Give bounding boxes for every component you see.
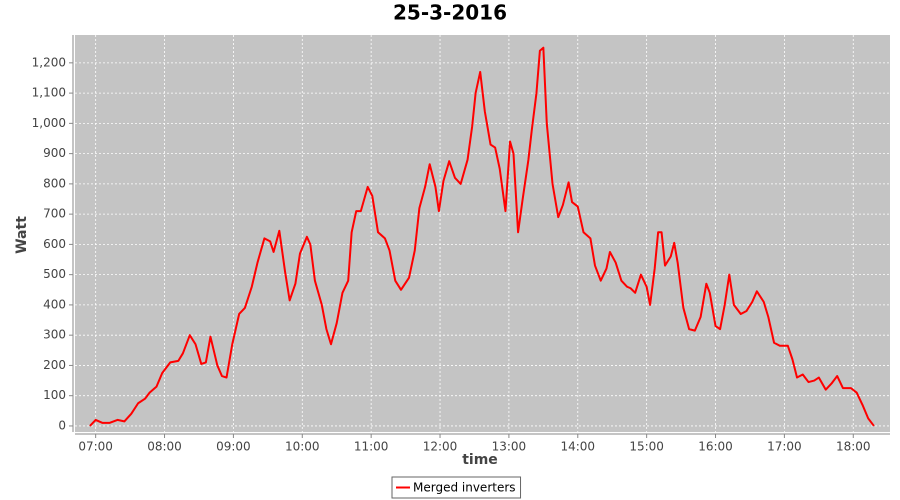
y-tick-label: 600	[43, 237, 66, 251]
legend-box	[391, 476, 522, 499]
legend-label: Merged inverters	[413, 481, 516, 495]
y-tick-label: 800	[43, 176, 66, 190]
x-tick-label: 10:00	[285, 440, 320, 454]
x-tick-label: 16:00	[698, 440, 733, 454]
x-tick-label: 17:00	[767, 440, 802, 454]
x-tick-label: 15:00	[629, 440, 664, 454]
y-tick-label: 500	[43, 267, 66, 281]
y-tick-label: 1,000	[32, 116, 66, 130]
x-tick-label: 14:00	[560, 440, 595, 454]
x-tick-label: 09:00	[216, 440, 251, 454]
x-tick-label: 13:00	[492, 440, 527, 454]
x-tick-label: 11:00	[354, 440, 389, 454]
y-tick-label: 1,200	[32, 55, 66, 69]
line-series	[89, 46, 875, 427]
plot-area	[75, 35, 890, 432]
chart-title: 25-3-2016	[393, 1, 507, 25]
y-tick-label: 700	[43, 207, 66, 221]
y-tick-label: 400	[43, 297, 66, 311]
x-tick-label: 18:00	[836, 440, 871, 454]
y-axis-label: Watt	[14, 216, 30, 254]
y-tick-label: 100	[43, 388, 66, 402]
y-tick-label: 0	[58, 418, 66, 432]
y-tick-label: 300	[43, 328, 66, 342]
x-tick-label: 12:00	[423, 440, 458, 454]
x-tick-label: 08:00	[147, 440, 182, 454]
x-tick-label: 07:00	[78, 440, 113, 454]
y-tick-label: 900	[43, 146, 66, 160]
y-tick-label: 1,100	[32, 86, 66, 100]
y-tick-label: 200	[43, 358, 66, 372]
x-axis-label: time	[462, 452, 498, 468]
